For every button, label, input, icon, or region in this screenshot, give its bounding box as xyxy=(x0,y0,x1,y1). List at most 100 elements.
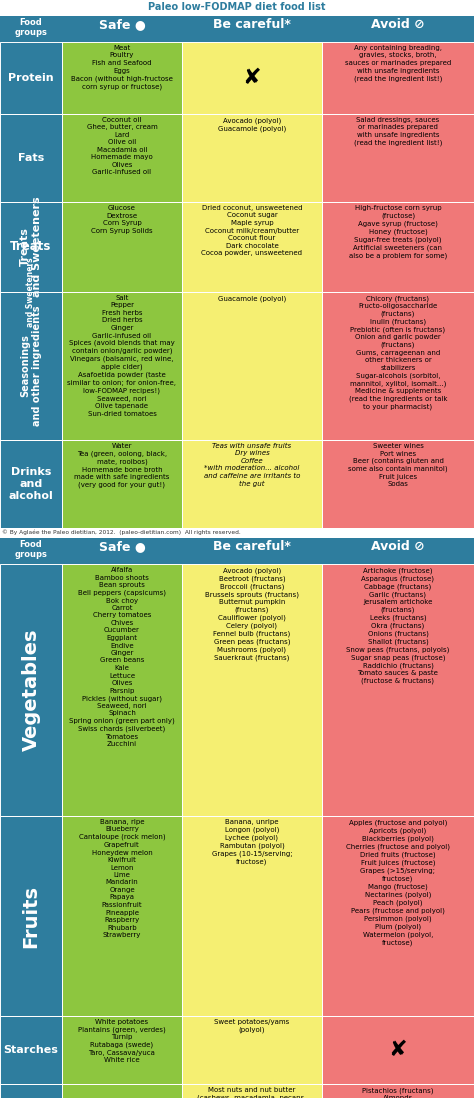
Bar xyxy=(182,440,322,528)
Bar xyxy=(322,292,474,440)
Bar xyxy=(322,114,474,202)
Bar xyxy=(322,1016,474,1084)
Bar xyxy=(322,564,474,816)
Bar xyxy=(182,816,322,1016)
Bar xyxy=(62,1016,182,1084)
Bar xyxy=(62,816,182,1016)
Bar xyxy=(322,816,474,1016)
Text: Apples (fructose and polyol)
Apricots (polyol)
Blackberries (polyol)
Cherries (f: Apples (fructose and polyol) Apricots (p… xyxy=(346,819,450,945)
Bar xyxy=(322,816,474,1016)
Bar xyxy=(0,440,62,528)
Bar xyxy=(62,440,182,528)
Text: Treats: Treats xyxy=(10,240,52,254)
Text: ✘: ✘ xyxy=(389,1040,407,1060)
Bar xyxy=(182,1084,322,1098)
Bar xyxy=(0,114,62,202)
Bar xyxy=(62,42,182,114)
Bar xyxy=(322,16,474,42)
Text: Safe ●: Safe ● xyxy=(99,18,146,31)
Bar xyxy=(0,1084,62,1098)
Bar xyxy=(182,202,322,292)
Bar xyxy=(322,114,474,202)
Text: Be careful*: Be careful* xyxy=(213,540,291,553)
Text: Banana, unripe
Longon (polyol)
Lychee (polyol)
Rambutan (polyol)
Grapes (10-15/s: Banana, unripe Longon (polyol) Lychee (p… xyxy=(212,819,292,865)
Bar xyxy=(62,16,182,42)
Bar xyxy=(0,564,62,816)
Bar xyxy=(0,202,62,292)
Bar xyxy=(0,816,62,1016)
Bar xyxy=(322,440,474,528)
Text: Chicory (fructans)
Fructo-oligosaccharide
(fructans)
Inulin (fructans)
Prebiotic: Chicory (fructans) Fructo-oligosaccharid… xyxy=(349,295,447,411)
Bar xyxy=(0,202,62,292)
Text: Food
groups: Food groups xyxy=(15,18,47,37)
Bar xyxy=(182,42,322,114)
Bar xyxy=(62,538,182,564)
Text: Salad dressings, sauces
or marinades prepared
with unsafe ingredients
(read the : Salad dressings, sauces or marinades pre… xyxy=(354,117,442,146)
Bar xyxy=(0,42,62,114)
Bar xyxy=(62,202,182,292)
Text: Meat
Poultry
Fish and Seafood
Eggs
Bacon (without high-fructose
corn syrup or fr: Meat Poultry Fish and Seafood Eggs Bacon… xyxy=(71,45,173,90)
Bar xyxy=(62,292,182,440)
Text: Protein: Protein xyxy=(8,72,54,83)
Text: Vegetables: Vegetables xyxy=(21,629,40,751)
Bar xyxy=(322,292,474,440)
Text: High-fructose corn syrup
(fructose)
Agave syrup (fructose)
Honey (fructose)
Suga: High-fructose corn syrup (fructose) Agav… xyxy=(349,205,447,259)
Bar xyxy=(0,16,62,42)
Bar xyxy=(0,440,62,528)
Bar xyxy=(62,114,182,202)
Bar xyxy=(62,564,182,816)
Bar xyxy=(62,816,182,1016)
Bar xyxy=(182,564,322,816)
Bar xyxy=(0,816,62,1016)
Bar xyxy=(182,114,322,202)
Text: Treats
and Sweeteners: Treats and Sweeteners xyxy=(20,197,42,298)
Bar xyxy=(62,564,182,816)
Bar xyxy=(0,1016,62,1084)
Bar xyxy=(182,1016,322,1084)
Text: Avocado (polyol)
Guacamole (polyol): Avocado (polyol) Guacamole (polyol) xyxy=(218,117,286,132)
Text: Water
Tea (green, oolong, black,
mate, rooibos)
Homemade bone broth
made with sa: Water Tea (green, oolong, black, mate, r… xyxy=(74,442,170,488)
Bar xyxy=(322,42,474,114)
Bar xyxy=(322,538,474,564)
Bar xyxy=(182,292,322,440)
Text: Alfalfa
Bamboo shoots
Bean sprouts
Bell peppers (capsicums)
Bok choy
Carrot
Cher: Alfalfa Bamboo shoots Bean sprouts Bell … xyxy=(69,567,175,748)
Text: Seasonings
and other ingredients: Seasonings and other ingredients xyxy=(20,305,42,426)
Bar xyxy=(182,292,322,440)
Text: Sweeter wines
Port wines
Beer (contains gluten and
some also contain mannitol)
F: Sweeter wines Port wines Beer (contains … xyxy=(348,442,448,488)
Bar xyxy=(0,292,62,440)
Bar xyxy=(322,42,474,114)
Text: Banana, ripe
Blueberry
Cantaloupe (rock melon)
Grapefruit
Honeydew melon
Kiwifru: Banana, ripe Blueberry Cantaloupe (rock … xyxy=(79,819,165,938)
Bar xyxy=(322,202,474,292)
Text: and Sweeteners: and Sweeteners xyxy=(27,257,36,326)
Bar xyxy=(0,538,62,564)
Bar xyxy=(62,1084,182,1098)
Bar xyxy=(0,114,62,202)
Text: Safe ●: Safe ● xyxy=(99,540,146,553)
Bar xyxy=(62,1016,182,1084)
Text: © By Aglaée the Paleo dietitian, 2012.  (paleo-dietitian.com)  All rights reserv: © By Aglaée the Paleo dietitian, 2012. (… xyxy=(2,529,241,535)
Bar xyxy=(182,16,322,42)
Text: Any containing breading,
gravies, stocks, broth,
sauces or marinades prepared
wi: Any containing breading, gravies, stocks… xyxy=(345,45,451,81)
Text: Guacamole (polyol): Guacamole (polyol) xyxy=(218,295,286,302)
Text: Food
groups: Food groups xyxy=(15,540,47,559)
Bar xyxy=(322,564,474,816)
Bar xyxy=(62,202,182,292)
Text: Starches: Starches xyxy=(4,1045,58,1055)
Text: Drinks
and
alcohol: Drinks and alcohol xyxy=(9,468,54,501)
Bar xyxy=(182,1016,322,1084)
Bar xyxy=(0,292,62,440)
Bar xyxy=(322,1084,474,1098)
Text: Avoid ⊘: Avoid ⊘ xyxy=(371,18,425,31)
Bar xyxy=(182,564,322,816)
Bar xyxy=(0,528,474,538)
Text: Avocado (polyol)
Beetroot (fructans)
Broccoli (fructans)
Brussels sprouts (fruct: Avocado (polyol) Beetroot (fructans) Bro… xyxy=(205,567,299,661)
Bar xyxy=(62,114,182,202)
Text: ✘: ✘ xyxy=(243,68,261,88)
Text: White potatoes
Plantains (green, verdes)
Turnip
Rutabaga (swede)
Taro, Cassava/y: White potatoes Plantains (green, verdes)… xyxy=(78,1019,166,1064)
Bar xyxy=(62,440,182,528)
Text: Avoid ⊘: Avoid ⊘ xyxy=(371,540,425,553)
Text: Pistachios (fructans)
Almonds
Hazelnuts: Pistachios (fructans) Almonds Hazelnuts xyxy=(362,1087,434,1098)
Text: Be careful*: Be careful* xyxy=(213,18,291,31)
Text: Coconut oil
Ghee, butter, cream
Lard
Olive oil
Macadamia oil
Homemade mayo
Olive: Coconut oil Ghee, butter, cream Lard Oli… xyxy=(87,117,157,176)
Bar xyxy=(0,42,62,114)
